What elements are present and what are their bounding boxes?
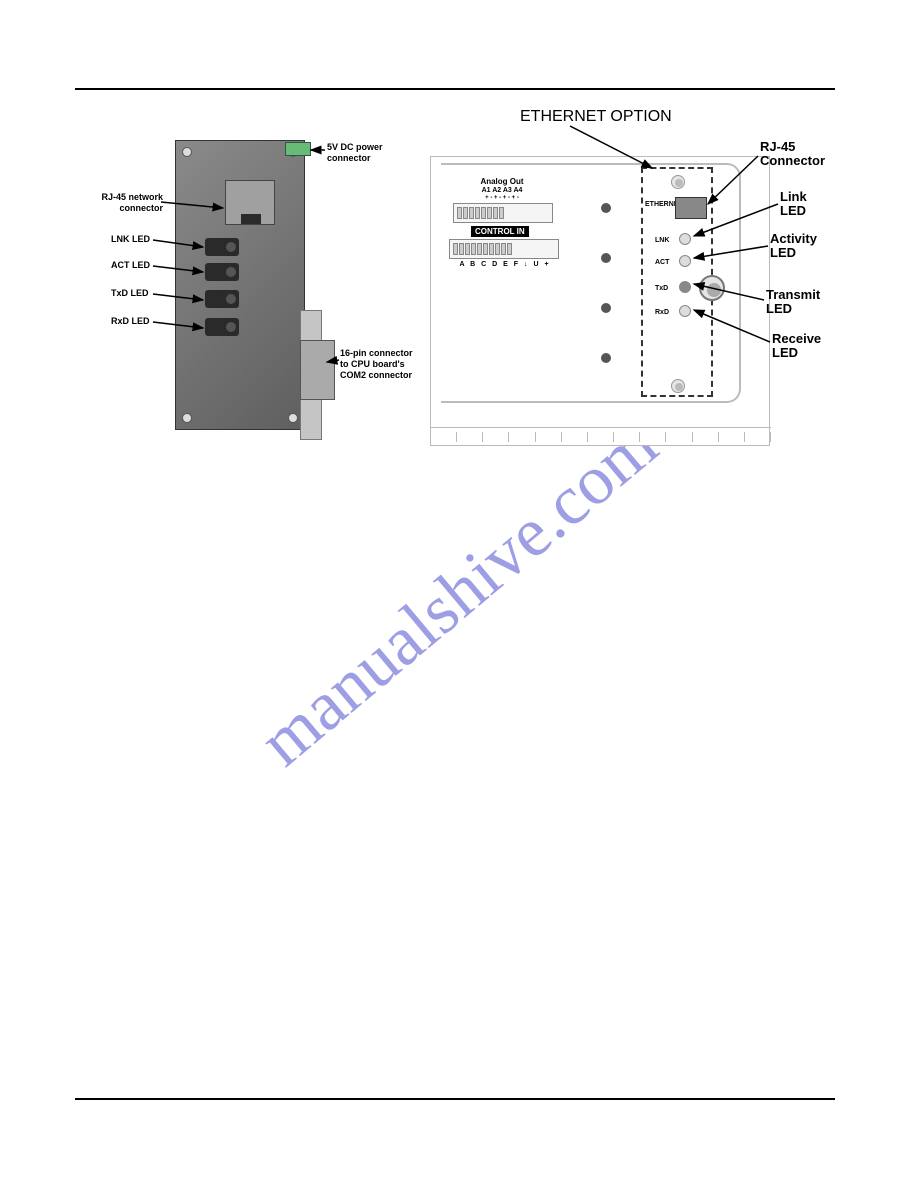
label-power: 5V DC power connector xyxy=(327,142,383,164)
txd-led xyxy=(205,290,239,308)
analog-pins-label: A1 A2 A3 A4 xyxy=(457,187,547,194)
rj45-jack xyxy=(225,180,275,225)
label-rj45: RJ-45 network connector xyxy=(93,192,163,214)
ethernet-option-title: ETHERNET OPTION xyxy=(520,108,672,126)
rear-panel: Analog Out A1 A2 A3 A4 + - + - + - + - C… xyxy=(430,156,770,446)
lnk-led xyxy=(205,238,239,256)
receive-led xyxy=(679,305,691,317)
callout-rj45: RJ-45 Connector xyxy=(760,140,825,169)
callout-receive: Receive LED xyxy=(772,332,821,361)
label-txd: TxD LED xyxy=(111,288,149,299)
right-figure: ETHERNET OPTION Analog Out A1 A2 A3 A4 +… xyxy=(430,108,850,458)
act-tiny: ACT xyxy=(655,259,669,266)
control-in-label: CONTROL IN xyxy=(471,226,529,237)
power-connector xyxy=(285,142,311,156)
lnk-tiny: LNK xyxy=(655,237,669,244)
rj45-right xyxy=(675,197,707,219)
watermark: manualshive.com xyxy=(245,405,673,782)
control-connector xyxy=(449,239,559,259)
link-led xyxy=(679,233,691,245)
txd-tiny: TxD xyxy=(655,285,668,292)
rxd-tiny: RxD xyxy=(655,309,669,316)
label-lnk: LNK LED xyxy=(111,234,150,245)
horizontal-rule-bottom xyxy=(75,1098,835,1100)
label-rxd: RxD LED xyxy=(111,316,150,327)
control-pins-label: A B C D E F ↓ U + xyxy=(451,261,559,268)
analog-out-label: Analog Out xyxy=(457,177,547,186)
rxd-led xyxy=(205,318,239,336)
callout-activity: Activity LED xyxy=(770,232,817,261)
transmit-led xyxy=(679,281,691,293)
ruler xyxy=(431,427,771,445)
screw-icon xyxy=(671,379,685,393)
activity-led xyxy=(679,255,691,267)
label-act: ACT LED xyxy=(111,260,150,271)
analog-sub: + - + - + - + - xyxy=(457,195,547,201)
analog-connector xyxy=(453,203,553,223)
horizontal-rule-top xyxy=(75,88,835,90)
label-pin16: 16-pin connector to CPU board's COM2 con… xyxy=(340,348,413,380)
left-figure: RJ-45 network connector LNK LED ACT LED … xyxy=(95,130,425,460)
callout-transmit: Transmit LED xyxy=(766,288,820,317)
pin16-connector xyxy=(300,340,335,400)
act-led xyxy=(205,263,239,281)
screw-icon xyxy=(671,175,685,189)
callout-link: Link LED xyxy=(780,190,807,219)
big-screw xyxy=(699,275,725,301)
